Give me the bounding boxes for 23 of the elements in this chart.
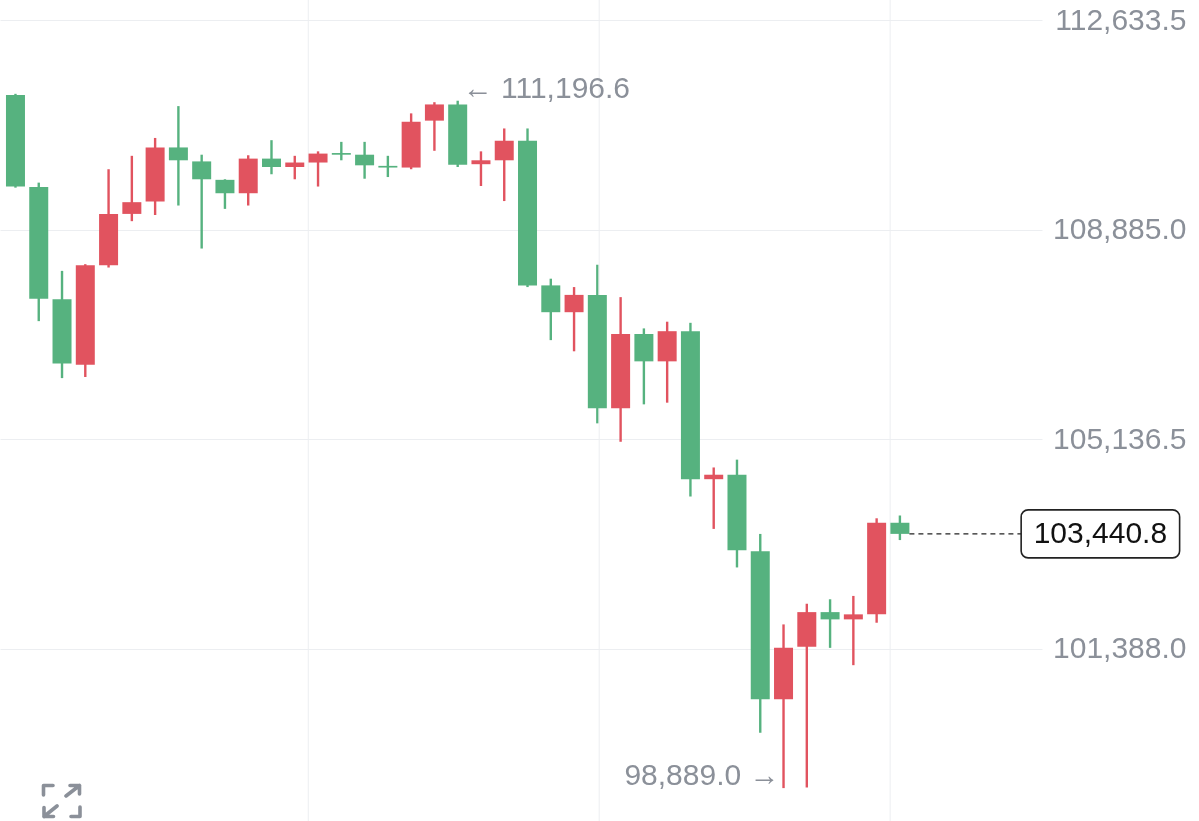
candlestick bbox=[820, 598, 840, 650]
candlestick bbox=[168, 104, 188, 207]
candlestick bbox=[261, 138, 281, 176]
y-tick-label: 101,388.0 bbox=[1053, 631, 1187, 665]
y-tick-label: 108,885.0 bbox=[1053, 212, 1187, 246]
candlestick bbox=[378, 154, 398, 179]
candlestick bbox=[471, 150, 491, 188]
annotation: ← 111,196.6 bbox=[462, 70, 631, 104]
candlestick bbox=[494, 127, 514, 203]
candlestick bbox=[331, 140, 351, 162]
candlestick bbox=[192, 153, 212, 250]
candlestick bbox=[355, 140, 375, 180]
y-tick-label: 105,136.5 bbox=[1053, 421, 1187, 455]
candlestick bbox=[843, 594, 863, 667]
annotation: 98,889.0 → bbox=[624, 758, 780, 792]
candlestick bbox=[564, 285, 584, 353]
candlestick bbox=[122, 154, 142, 223]
ref-line-label: 103,440.8 bbox=[1033, 515, 1168, 549]
candlestick bbox=[424, 101, 444, 152]
y-tick-label: 112,633.5 bbox=[1055, 2, 1187, 36]
candlestick bbox=[890, 514, 910, 542]
candlestick bbox=[308, 150, 328, 188]
candlestick bbox=[215, 178, 235, 211]
